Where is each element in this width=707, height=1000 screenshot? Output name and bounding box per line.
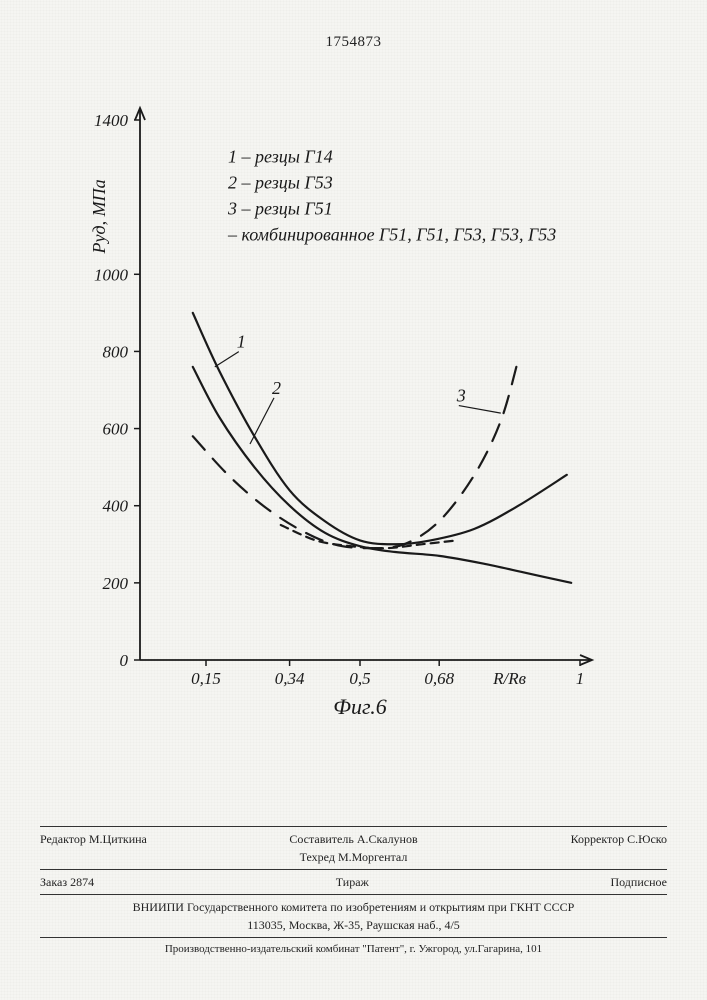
chart-svg: 0 200 400 600 800 1000 1400 0,15 0,34 0,5 0,68 1 R/R… <box>80 100 600 740</box>
tirazh-cell: Тираж <box>336 873 369 891</box>
curve-label-3: 3 <box>456 386 466 406</box>
compiler-label: Составитель <box>289 832 353 846</box>
x-tick-label: 0,15 <box>191 669 221 688</box>
legend-row-2: 3 – резцы Г51 <box>227 198 333 218</box>
org-line: ВНИИПИ Государственного комитета по изоб… <box>40 898 667 916</box>
footer-block: Редактор М.Циткина Составитель А.Скалуно… <box>40 826 667 961</box>
y-tick-label: 1000 <box>94 265 129 284</box>
footer-compiler-techred: Составитель А.Скалунов Техред М.Моргента… <box>236 830 471 866</box>
address1: 113035, Москва, Ж-35, Раушская наб., 4/5 <box>40 916 667 934</box>
footer-row-org: ВНИИПИ Государственного комитета по изоб… <box>40 895 667 938</box>
x-tick-label: 1 <box>576 669 585 688</box>
curve-label-2: 2 <box>272 378 281 398</box>
curve-3 <box>193 359 519 548</box>
page-root: 1754873 0 200 400 600 800 1000 1400 0,15 0,34 0,5… <box>0 0 707 1000</box>
y-tick-label: 400 <box>103 497 129 516</box>
corrector-name: С.Юско <box>627 832 667 846</box>
y-tick-label: 0 <box>120 651 129 670</box>
curve-1 <box>193 313 567 544</box>
chart-container: 0 200 400 600 800 1000 1400 0,15 0,34 0,5 0,68 1 R/R… <box>80 100 600 740</box>
compiler-name: А.Скалунов <box>357 832 418 846</box>
legend-row-0: 1 – резцы Г14 <box>228 146 333 166</box>
legend-row-1: 2 – резцы Г53 <box>228 172 333 192</box>
podpisnoe-cell: Подписное <box>610 873 667 891</box>
footer-corrector: Корректор С.Юско <box>471 830 667 866</box>
footer-editor: Редактор М.Циткина <box>40 830 236 866</box>
curve-label-1: 1 <box>237 332 246 352</box>
editor-label: Редактор <box>40 832 86 846</box>
order-label: Заказ <box>40 875 67 889</box>
legend-row-3: – комбинированное Г51, Г51, Г53, Г53, Г5… <box>227 224 556 244</box>
y-axis-label: Pуд, МПа <box>89 179 109 254</box>
order-cell: Заказ 2874 <box>40 873 94 891</box>
corrector-label: Корректор <box>571 832 625 846</box>
y-tick-label: 800 <box>103 342 129 361</box>
x-tick-label: 0,34 <box>275 669 305 688</box>
x-tick-label: 0,68 <box>424 669 454 688</box>
curve-2 <box>193 367 571 583</box>
techred-label: Техред <box>300 850 335 864</box>
order-number: 2874 <box>70 875 94 889</box>
footer-row-credits: Редактор М.Циткина Составитель А.Скалуно… <box>40 827 667 870</box>
x-tick-label: 0,5 <box>349 669 370 688</box>
y-tick-label: 200 <box>103 574 129 593</box>
figure-caption: Фиг.6 <box>333 694 387 719</box>
y-tick-label: 600 <box>103 420 129 439</box>
footer-row-address2: Производственно-издательский комбинат "П… <box>40 938 667 961</box>
techred-name: М.Моргентал <box>338 850 407 864</box>
x-axis-right-label: R/Rв <box>492 669 526 688</box>
document-number: 1754873 <box>0 34 707 51</box>
editor-name: М.Циткина <box>89 832 147 846</box>
footer-row-order: Заказ 2874 Тираж Подписное <box>40 870 667 895</box>
y-tick-label: 1400 <box>94 111 129 130</box>
